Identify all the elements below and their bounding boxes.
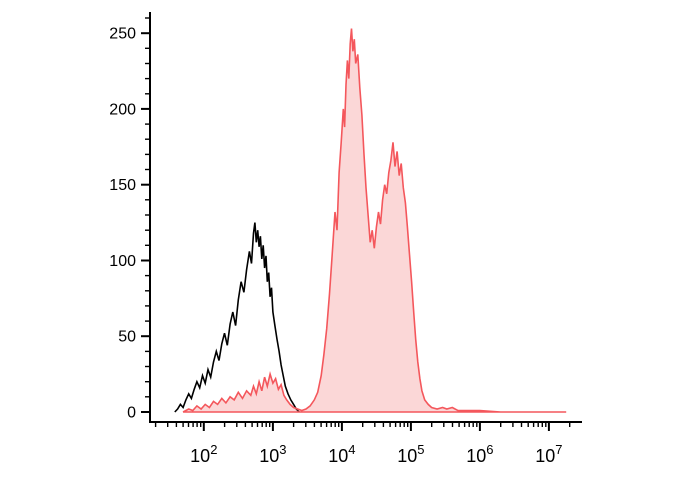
x-axis-ticks: 102 103 104 105 106 107 (154, 422, 571, 466)
x-tick-label: 104 (328, 442, 355, 466)
x-tick-label: 102 (190, 442, 217, 466)
x-tick-label: 106 (466, 442, 493, 466)
y-tick-label: 200 (109, 101, 136, 118)
series-red-filled-histogram-curve (182, 28, 567, 413)
series-black-outline-histogram-curve (174, 222, 300, 413)
y-tick-label: 250 (109, 26, 136, 43)
x-tick-label: 107 (535, 442, 562, 466)
y-tick-label: 100 (109, 253, 136, 270)
y-tick-label: 50 (118, 329, 136, 346)
y-tick-label: 150 (109, 177, 136, 194)
x-tick-label: 105 (397, 442, 424, 466)
y-axis-ticks: 0 50 100 150 200 250 (109, 17, 150, 422)
x-tick-label: 103 (259, 442, 286, 466)
y-tick-label: 0 (127, 405, 136, 422)
